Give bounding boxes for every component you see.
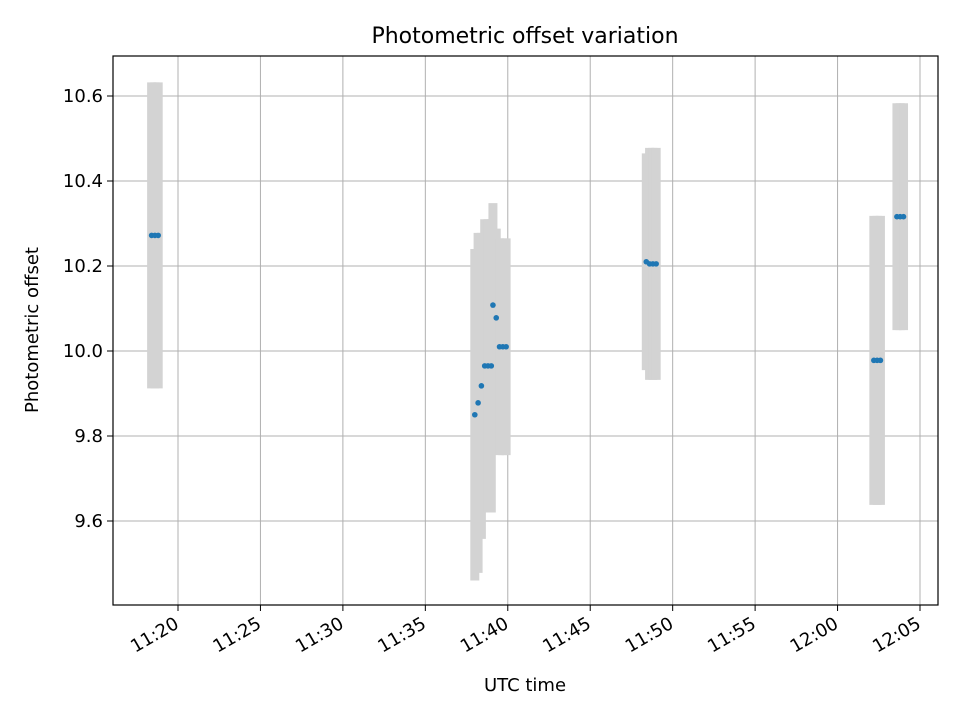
x-axis-title: UTC time (484, 675, 566, 696)
data-point (475, 400, 481, 406)
chart-title: Photometric offset variation (371, 24, 678, 49)
grid (113, 56, 938, 605)
y-tick-label: 9.6 (74, 511, 103, 532)
y-tick-label: 10.6 (63, 86, 103, 107)
y-tick-label: 10.0 (63, 341, 103, 362)
y-tick-label: 10.2 (63, 256, 103, 277)
data-point (155, 232, 162, 239)
data-point (472, 411, 478, 418)
data-point (653, 261, 659, 267)
data-point (490, 302, 496, 308)
data-point (488, 363, 495, 369)
data-point (503, 343, 509, 350)
y-tick-label: 9.8 (74, 426, 103, 447)
plot-area (113, 56, 938, 605)
data-points (148, 213, 907, 418)
data-point (900, 213, 907, 220)
data-point (478, 383, 485, 389)
data-point (877, 357, 884, 364)
plot-frame (112, 55, 939, 606)
data-point (493, 315, 500, 321)
y-tick-label: 10.4 (63, 171, 103, 192)
y-axis-title: Photometric offset (22, 247, 43, 413)
